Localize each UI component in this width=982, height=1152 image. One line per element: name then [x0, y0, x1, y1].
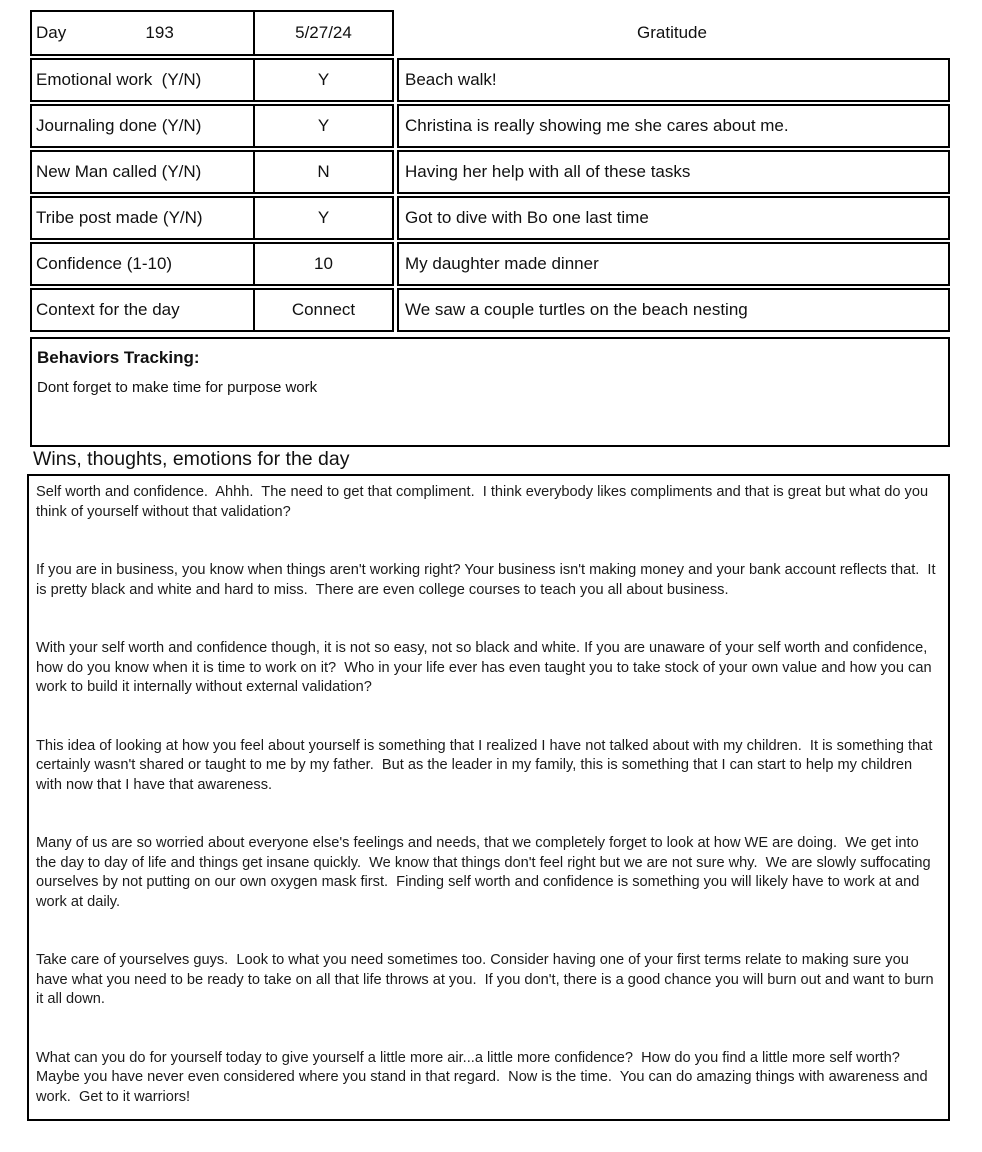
row-value: N [253, 152, 392, 192]
wins-paragraph: This idea of looking at how you feel abo… [36, 737, 937, 793]
date-value: 5/27/24 [295, 23, 352, 42]
wins-paragraph: Self worth and confidence. Ahhh. The nee… [36, 484, 933, 520]
gratitude-entry: Got to dive with Bo one last time [397, 196, 950, 240]
gratitude-entry: Beach walk! [397, 58, 950, 102]
behaviors-title: Behaviors Tracking: [37, 348, 200, 367]
row-left-box: Emotional work (Y/N) Y [30, 58, 394, 102]
gratitude-header: Gratitude [637, 23, 707, 42]
day-value: 193 [145, 23, 174, 42]
row-left-box: Context for the day Connect [30, 288, 394, 332]
day-date-box: Day 193 5/27/24 [30, 10, 394, 56]
table-row: Journaling done (Y/N) Y Christina is rea… [30, 104, 950, 148]
wins-paragraph: If you are in business, you know when th… [36, 562, 940, 598]
row-value: Y [253, 106, 392, 146]
table-row: New Man called (Y/N) N Having her help w… [30, 150, 950, 194]
gratitude-entry: We saw a couple turtles on the beach nes… [397, 288, 950, 332]
row-label: Journaling done (Y/N) [36, 116, 202, 135]
tracking-table: Day 193 5/27/24 Gratitude Emotional work… [30, 10, 950, 332]
row-left-box: New Man called (Y/N) N [30, 150, 394, 194]
row-label: Context for the day [36, 300, 180, 319]
row-label: New Man called (Y/N) [36, 162, 202, 181]
wins-paragraph: With your self worth and confidence thou… [36, 640, 936, 695]
table-row: Tribe post made (Y/N) Y Got to dive with… [30, 196, 950, 240]
date-cell: 5/27/24 [253, 12, 392, 54]
row-value: Y [253, 60, 392, 100]
row-label: Emotional work (Y/N) [36, 70, 202, 89]
row-value: 10 [253, 244, 392, 284]
behaviors-box: Behaviors Tracking: Dont forget to make … [30, 337, 950, 447]
row-label: Tribe post made (Y/N) [36, 208, 203, 227]
row-label: Confidence (1-10) [36, 254, 173, 273]
row-left-box: Confidence (1-10) 10 [30, 242, 394, 286]
wins-paragraph: Many of us are so worried about everyone… [36, 835, 935, 910]
row-value: Y [253, 198, 392, 238]
gratitude-entry: Having her help with all of these tasks [397, 150, 950, 194]
day-cell: Day 193 [32, 12, 253, 54]
table-row: Emotional work (Y/N) Y Beach walk! [30, 58, 950, 102]
behaviors-note: Dont forget to make time for purpose wor… [37, 379, 318, 396]
gratitude-entry: My daughter made dinner [397, 242, 950, 286]
wins-heading: Wins, thoughts, emotions for the day [33, 448, 350, 470]
wins-text-box: Self worth and confidence. Ahhh. The nee… [27, 474, 950, 1121]
table-row: Context for the day Connect We saw a cou… [30, 288, 950, 332]
table-row: Confidence (1-10) 10 My daughter made di… [30, 242, 950, 286]
wins-paragraph: What can you do for yourself today to gi… [36, 1049, 932, 1105]
row-left-box: Journaling done (Y/N) Y [30, 104, 394, 148]
gratitude-entry: Christina is really showing me she cares… [397, 104, 950, 148]
header-row: Day 193 5/27/24 Gratitude [30, 10, 950, 56]
row-left-box: Tribe post made (Y/N) Y [30, 196, 394, 240]
row-value: Connect [253, 290, 392, 330]
wins-paragraph: Take care of yourselves guys. Look to wh… [36, 952, 938, 1007]
day-label: Day [36, 23, 67, 42]
